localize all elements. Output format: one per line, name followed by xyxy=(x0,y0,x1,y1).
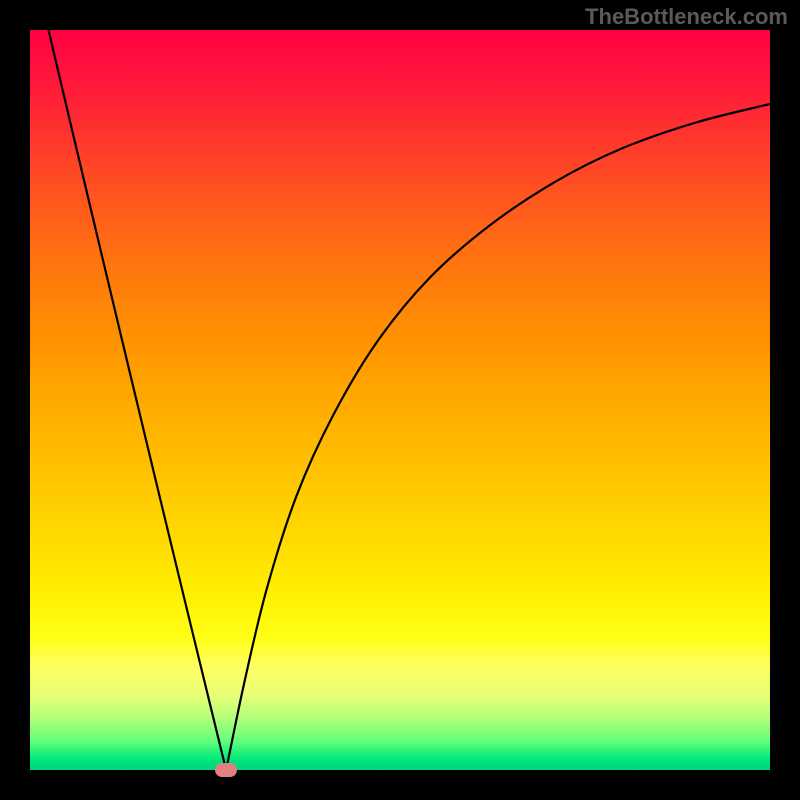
minimum-marker xyxy=(215,763,237,776)
watermark-text: TheBottleneck.com xyxy=(585,4,788,30)
plot-area xyxy=(30,30,770,770)
curve-path xyxy=(49,30,771,770)
bottleneck-curve xyxy=(30,30,770,770)
chart-container: TheBottleneck.com xyxy=(0,0,800,800)
